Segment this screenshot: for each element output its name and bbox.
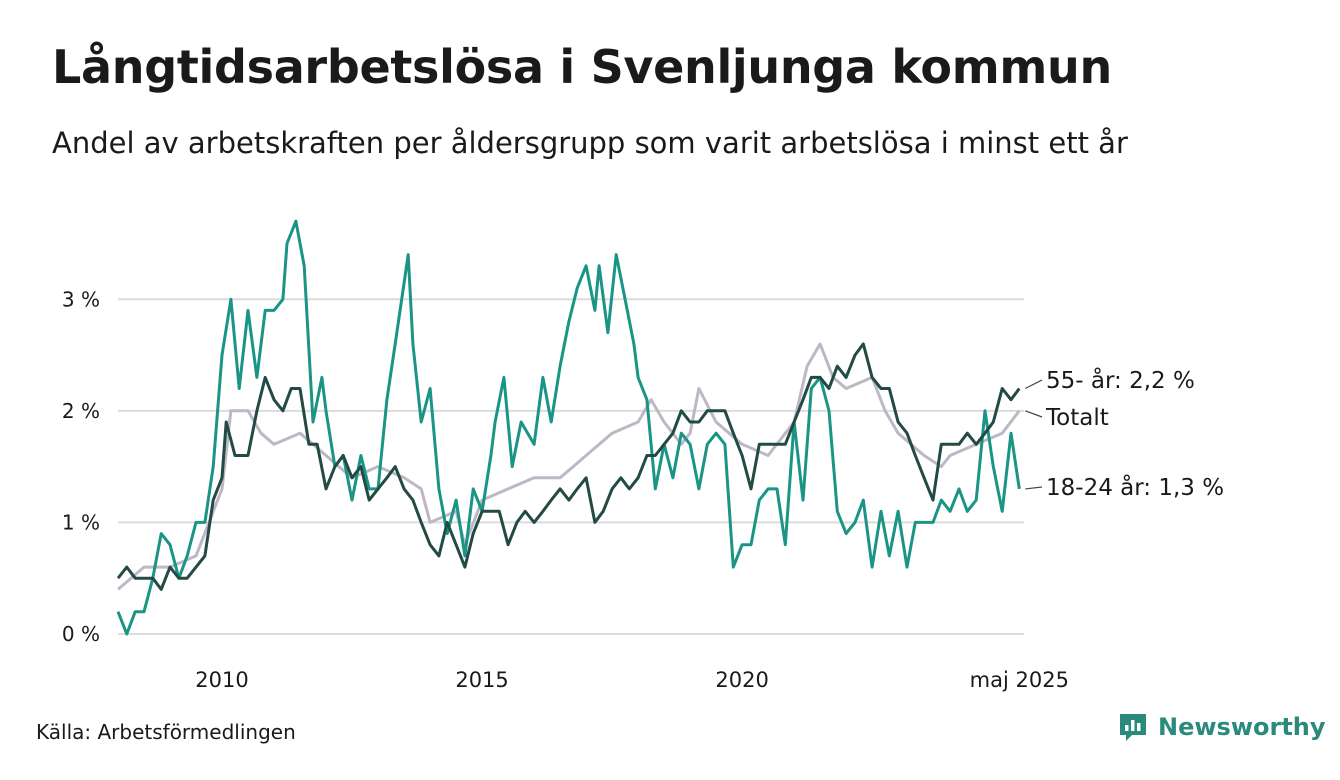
series-end-label-1: 18-24 år: 1,3 % [1046,473,1224,501]
y-tick-label: 1 % [62,510,100,534]
x-axis-ticks: 2010 2015 2020 maj 2025 [195,668,1069,692]
y-axis-ticks: 0 % 1 % 2 % 3 % [62,287,100,646]
brand-logo[interactable]: Newsworthy [1118,712,1326,742]
newsworthy-logo-icon [1120,714,1146,741]
leader-line-0 [1025,410,1043,418]
grid-lines [118,298,1024,635]
series-line-2 [116,342,1021,591]
end-labels: Totalt 18-24 år: 1,3 % 55- år: 2,2 % [1025,366,1224,501]
leader-line-1 [1025,486,1043,490]
y-tick-label: 3 % [62,287,100,311]
x-tick-label: 2020 [715,668,768,692]
x-tick-label: maj 2025 [970,668,1069,692]
y-tick-label: 2 % [62,399,100,423]
chart-subtitle: Andel av arbetskraften per åldersgrupp s… [52,126,1128,160]
brand-name: Newsworthy [1158,713,1326,741]
x-tick-label: 2015 [455,668,508,692]
series-end-label-0: Totalt [1045,405,1109,431]
y-tick-label: 0 % [62,622,100,646]
chart-title: Långtidsarbetslösa i Svenljunga kommun [52,40,1112,94]
leader-line-2 [1025,379,1043,390]
series-line-1 [116,219,1021,636]
source-note: Källa: Arbetsförmedlingen [36,720,296,744]
x-tick-label: 2010 [195,668,248,692]
series-line-0 [117,342,1021,591]
series-end-label-2: 55- år: 2,2 % [1046,366,1195,394]
series-lines [116,219,1021,636]
